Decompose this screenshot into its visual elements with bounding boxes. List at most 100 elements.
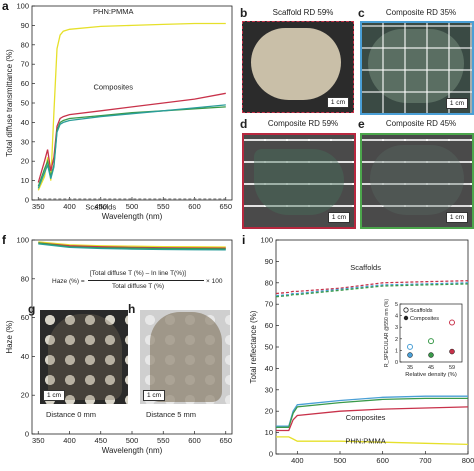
panel-c: c Composite RD 35% 1 cm xyxy=(356,6,474,116)
panel-label: i xyxy=(242,234,245,247)
panel-label-h: h xyxy=(128,302,136,316)
refl-scaffold-green-line xyxy=(275,283,469,298)
panel-label-b: b xyxy=(240,6,248,20)
y-tick-label: 40 xyxy=(21,352,29,361)
haze-formula: Haze (%) = [Total diffuse T (%) – In lin… xyxy=(52,268,232,298)
photo-title-b: Scaffold RD 59% xyxy=(272,8,334,17)
chart-i: 4005006007008000102030405060708090100Wav… xyxy=(242,233,474,471)
panel-i: 4005006007008000102030405060708090100Wav… xyxy=(240,233,474,471)
y-tick-label: 90 xyxy=(265,257,273,266)
inset-y-tick-label: 4 xyxy=(395,314,398,320)
chart-a: 350 400 450 500 550 600 650 0 10 20 30 40 50 60 70 80 90… xyxy=(2,0,233,221)
x-axis-label: Wavelength (nm) xyxy=(102,446,163,455)
plot-frame xyxy=(31,5,233,201)
inset-x-tick-label: 35 xyxy=(407,365,413,371)
y-tick-label: 10 xyxy=(265,428,273,437)
y-tick-label: 70 xyxy=(21,60,29,69)
y-tick-label: 30 xyxy=(21,137,29,146)
panel-e: e Composite RD 45% 1 cm xyxy=(356,117,474,229)
y-tick-label: 50 xyxy=(21,99,29,108)
x-tick-label: 350 xyxy=(32,202,45,211)
scale-bar-e: 1 cm xyxy=(445,212,468,223)
y-tick-label: 60 xyxy=(21,313,29,322)
x-tick-label: 450 xyxy=(94,436,107,445)
inset-x-tick-label: 45 xyxy=(428,365,434,371)
y-tick-label: 40 xyxy=(21,118,29,127)
photo-title-e: Composite RD 45% xyxy=(385,119,457,128)
panel-g: g 1 cm Distance 0 mm xyxy=(28,302,128,434)
refl-scaffold-blue-line xyxy=(275,282,469,297)
y-axis-label: Total diffuse transmittance (%) xyxy=(5,49,14,157)
y-tick-label: 100 xyxy=(16,2,29,11)
inset-scaffold-point xyxy=(407,343,413,350)
panel-d: d Composite RD 59% 1 cm xyxy=(238,117,356,229)
x-tick-label: 450 xyxy=(94,202,107,211)
panel-label: f xyxy=(2,234,7,247)
y-tick-label: 80 xyxy=(21,274,29,283)
inset-y-tick-label: 1 xyxy=(395,348,398,354)
formula-lhs: Haze (%) = xyxy=(52,278,85,285)
haze-series-red-line xyxy=(38,242,226,249)
photo-title-c: Composite RD 35% xyxy=(385,8,457,17)
y-axis-label: Total reflectance (%) xyxy=(249,310,258,383)
y-tick-label: 0 xyxy=(25,196,29,205)
inset-y-tick-label: 2 xyxy=(395,337,398,343)
refl-phn-pmma-line xyxy=(276,436,469,446)
caption-g: Distance 0 mm xyxy=(46,410,97,419)
panel-label-e: e xyxy=(358,117,365,131)
refl-composite-green-line xyxy=(276,397,468,428)
scale-bar-g: 1 cm xyxy=(43,390,66,401)
photo-composite-59: 1 cm xyxy=(242,133,356,229)
y-tick-label: 0 xyxy=(25,430,29,439)
inset-x-tick-label: 59 xyxy=(449,365,455,371)
annotation-scaffolds: Scaffolds xyxy=(85,203,116,212)
y-tick-label: 70 xyxy=(265,300,273,309)
y-tick-label: 20 xyxy=(21,157,29,166)
chart-f: 350 400 450 500 550 600 650 0 20 40 60 80 100 Wavelen… xyxy=(2,233,233,455)
panel-b: b Scaffold RD 59% 1 cm xyxy=(238,6,356,116)
panel-label-g: g xyxy=(28,302,36,316)
inset-legend-marker-composites xyxy=(403,315,409,321)
x-tick-label: 350 xyxy=(32,436,45,445)
panel-label-d: d xyxy=(240,117,248,131)
inset-legend-marker-scaffolds xyxy=(403,307,409,313)
inset-scaffold-point xyxy=(449,319,455,326)
x-tick-label: 500 xyxy=(334,456,347,465)
series-composite-teal-line xyxy=(37,104,226,189)
photo-scaffold-59: 1 cm xyxy=(242,21,354,113)
x-tick-label: 600 xyxy=(188,436,201,445)
inset-x-axis-label: Relative density (%) xyxy=(405,372,457,378)
inset-composite-point xyxy=(449,348,455,355)
photo-title-d: Composite RD 59% xyxy=(267,119,339,128)
y-tick-label: 40 xyxy=(265,364,273,373)
x-tick-label: 400 xyxy=(291,456,304,465)
annotation-composites: Composites xyxy=(346,413,386,422)
series-composite-red-line xyxy=(37,92,226,183)
y-tick-label: 60 xyxy=(21,79,29,88)
inset-composite-point xyxy=(407,352,413,358)
x-tick-label: 800 xyxy=(462,456,474,465)
inset-scaffold-point xyxy=(428,338,434,345)
formula-denominator: Total diffuse T (%) xyxy=(112,283,165,290)
photo-distance-0: 1 cm xyxy=(40,310,128,404)
y-axis-label: Haze (%) xyxy=(5,320,14,354)
photo-composite-35: 1 cm xyxy=(360,21,474,115)
formula-mult: × 100 xyxy=(206,278,223,285)
photo-composite-45: 1 cm xyxy=(360,133,474,229)
x-tick-label: 500 xyxy=(126,436,139,445)
inset-y-tick-label: 5 xyxy=(395,302,398,308)
x-tick-label: 600 xyxy=(188,202,201,211)
y-tick-label: 30 xyxy=(265,385,273,394)
x-tick-label: 700 xyxy=(419,456,432,465)
y-tick-label: 60 xyxy=(265,321,273,330)
y-tick-label: 100 xyxy=(16,236,29,245)
x-tick-label: 400 xyxy=(63,436,76,445)
refl-scaffold-red-line xyxy=(275,280,469,295)
annotation-phn-pmma: PHN:PMMA xyxy=(345,436,385,445)
photo-distance-5: 1 cm xyxy=(140,310,230,404)
y-tick-label: 20 xyxy=(265,407,273,416)
x-tick-label: 600 xyxy=(376,456,389,465)
scale-bar-h: 1 cm xyxy=(143,390,166,401)
y-tick-label: 80 xyxy=(265,278,273,287)
panel-h: h 1 cm Distance 5 mm xyxy=(128,302,232,434)
